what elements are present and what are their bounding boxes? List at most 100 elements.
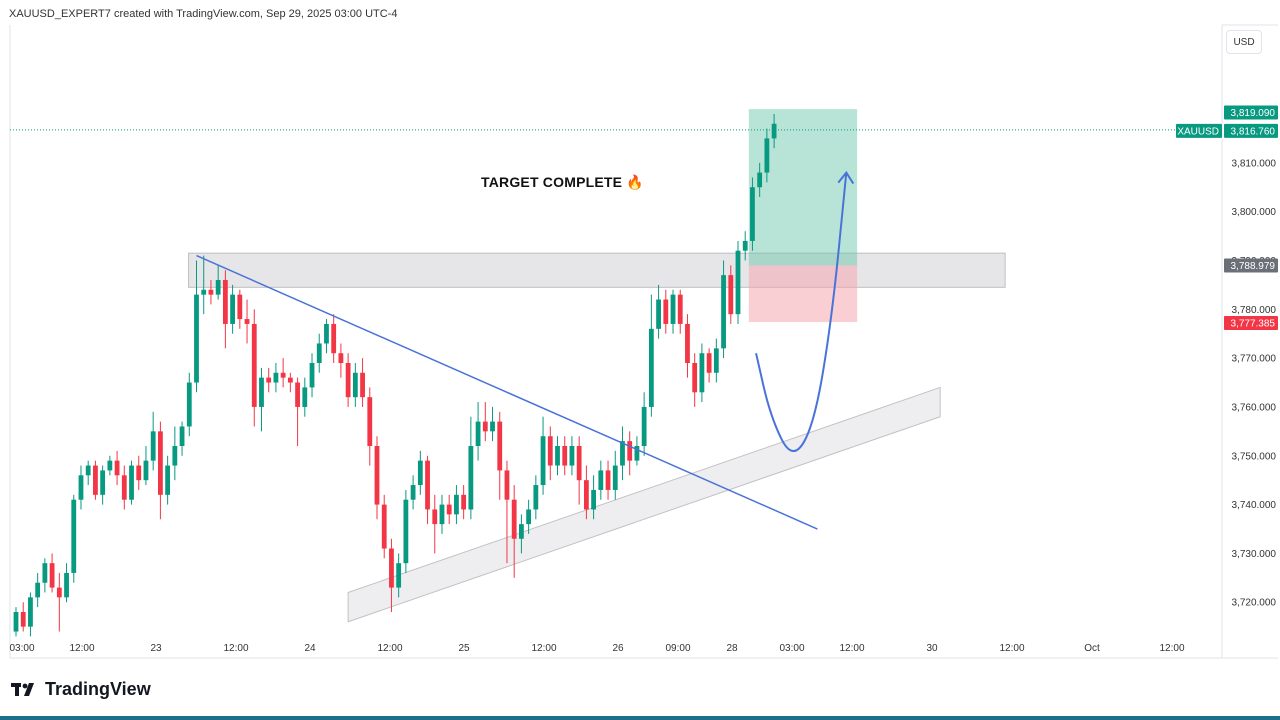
candle-body [56,587,62,598]
candle-body [526,509,532,525]
x-tick-label: 12:00 [223,643,248,654]
candle [352,363,358,407]
candle [685,314,690,378]
candle-body [237,294,243,320]
support-channel [347,386,941,623]
candle-body [42,563,48,583]
candle-body [266,377,272,383]
candle-body [374,446,380,505]
candle-body [338,353,344,363]
candle [100,465,106,505]
candle [446,494,452,525]
candle [309,353,315,398]
y-tick-label: 3,810.000 [1232,158,1277,169]
candle-body [316,343,322,363]
candle-body [352,372,358,398]
price-tag-current-bg [1224,123,1278,138]
candle [425,455,430,525]
x-tick-label: 09:00 [665,643,690,654]
candle-body [295,382,300,407]
candle [287,372,293,393]
candle [222,270,228,349]
x-tick-label: 25 [458,643,470,654]
candle-body [432,509,438,525]
candle-body [547,436,553,466]
candle [663,289,669,334]
candle-body [367,397,373,447]
candle [360,358,365,407]
candle [114,450,120,486]
candle-body [345,363,351,398]
price-tag-entry: 3,788.979 [1231,261,1276,272]
candle-body [158,431,163,495]
candle [85,460,91,486]
candle-body [482,421,488,432]
candle [562,436,568,476]
candle-body [634,446,640,461]
candle [78,465,84,510]
candle [713,338,719,383]
grid-layer [9,24,1278,659]
drawings-layer [196,170,855,530]
candle [64,563,69,603]
candle [172,426,178,481]
candle [742,231,748,261]
candle [555,436,560,476]
candle-body [692,363,698,393]
price-tag-high: 3,819.090 [1231,108,1276,119]
candle-body [446,504,452,515]
candle [389,538,394,613]
candle [648,294,654,417]
candle [49,553,55,593]
candle [143,446,149,486]
candle [569,436,575,476]
y-tick-label: 3,720.000 [1232,598,1277,609]
x-tick-label: 12:00 [999,643,1024,654]
x-tick-label: 03:00 [779,643,804,654]
candle [324,319,329,354]
fire-icon: 🔥 [626,174,644,190]
candle-body [663,299,669,324]
candles-layer [13,113,777,637]
candle-body [287,377,293,383]
candle-body [648,328,654,407]
candle-body [490,421,495,432]
y-tick-label: 3,780.000 [1232,305,1277,316]
candle-body [49,563,55,588]
candle-body [114,460,120,476]
candle [461,485,467,520]
candle-body [540,436,546,486]
price-tag-entry-bg [1224,258,1278,273]
resistance-zone [188,252,1006,288]
candle-body [13,612,19,632]
candle-body [764,138,770,173]
candle [42,558,48,593]
candle-body [71,499,77,573]
x-tick-label: 03:00 [9,643,34,654]
candle-body [454,494,459,515]
candle-body [324,323,329,344]
currency-button[interactable]: USD [1226,30,1262,54]
candle [56,572,62,632]
candle [454,485,459,525]
price-tag-high-bg [1224,105,1278,120]
y-tick-label: 3,730.000 [1232,549,1277,560]
tradingview-logo[interactable]: TradingView [11,679,151,700]
candle [757,162,763,197]
candle [295,377,300,447]
candle-body [468,446,474,510]
x-tick-label: 12:00 [839,643,864,654]
candle-body [641,406,647,447]
candle-body [742,240,748,251]
candle-body [273,372,279,383]
price-tag-current: 3,816.760 [1231,126,1276,137]
candle-body [612,465,618,490]
candle [20,602,26,632]
candle-body [605,470,611,490]
candle [634,436,640,466]
candle-body [309,363,315,388]
price-tag-stop: 3,777.385 [1231,319,1276,330]
candle-body [417,460,423,486]
projection-arrowhead [837,170,855,185]
